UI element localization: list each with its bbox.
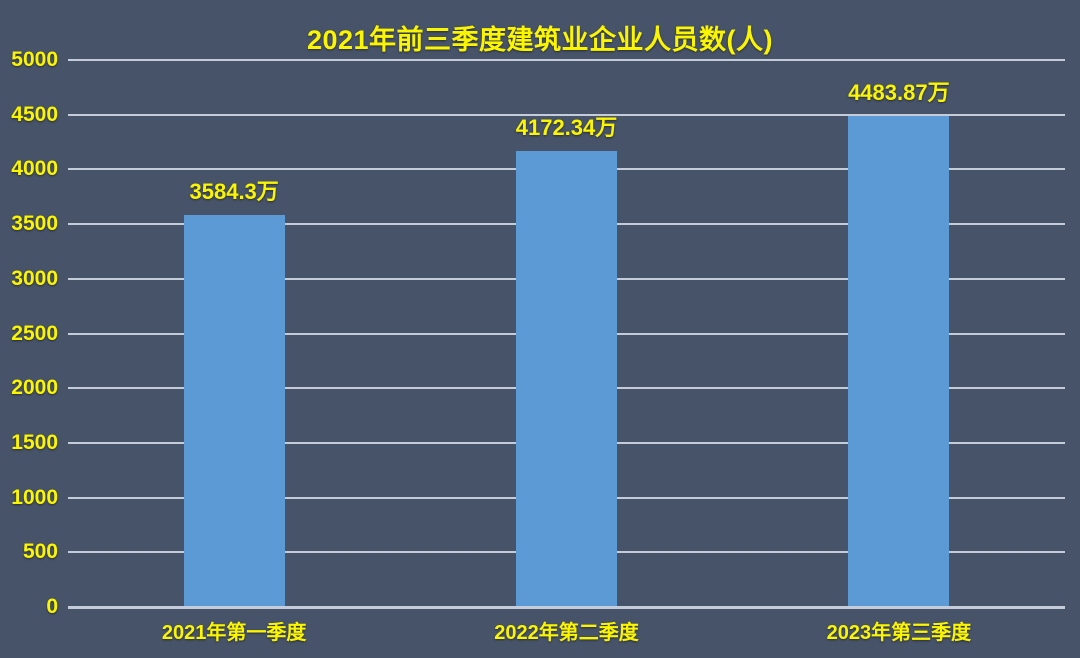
x-axis-category-label: 2023年第三季度 bbox=[826, 622, 972, 644]
bar-value-label: 3584.3万 bbox=[189, 178, 279, 204]
gridline bbox=[68, 113, 1065, 116]
y-axis-tick-label: 2500 bbox=[11, 321, 58, 345]
y-axis-tick-label: 1500 bbox=[11, 430, 58, 454]
y-axis-tick-label: 3500 bbox=[11, 212, 58, 236]
bar bbox=[183, 214, 285, 607]
y-axis-tick-label: 3000 bbox=[11, 266, 58, 290]
y-axis-tick-label: 0 bbox=[46, 595, 58, 618]
y-axis-tick-label: 500 bbox=[22, 540, 58, 564]
y-axis-tick-label: 4500 bbox=[11, 102, 58, 126]
x-axis-category-label: 2021年第一季度 bbox=[161, 622, 307, 644]
x-axis-category-label: 2022年第二季度 bbox=[494, 622, 639, 644]
chart-title: 2021年前三季度建筑业企业人员数(人) bbox=[306, 25, 774, 55]
bar-value-label: 4172.34万 bbox=[515, 114, 618, 140]
y-axis-tick-label: 5000 bbox=[11, 48, 58, 71]
bar bbox=[516, 150, 617, 607]
y-axis-tick-label: 4000 bbox=[11, 157, 58, 181]
y-axis-tick-label: 2000 bbox=[11, 376, 58, 400]
gridline bbox=[68, 59, 1065, 61]
x-axis-line bbox=[68, 606, 1065, 609]
bar-value-label: 4483.87万 bbox=[848, 80, 950, 106]
bar bbox=[848, 116, 950, 607]
y-axis-tick-label: 1000 bbox=[11, 485, 58, 509]
